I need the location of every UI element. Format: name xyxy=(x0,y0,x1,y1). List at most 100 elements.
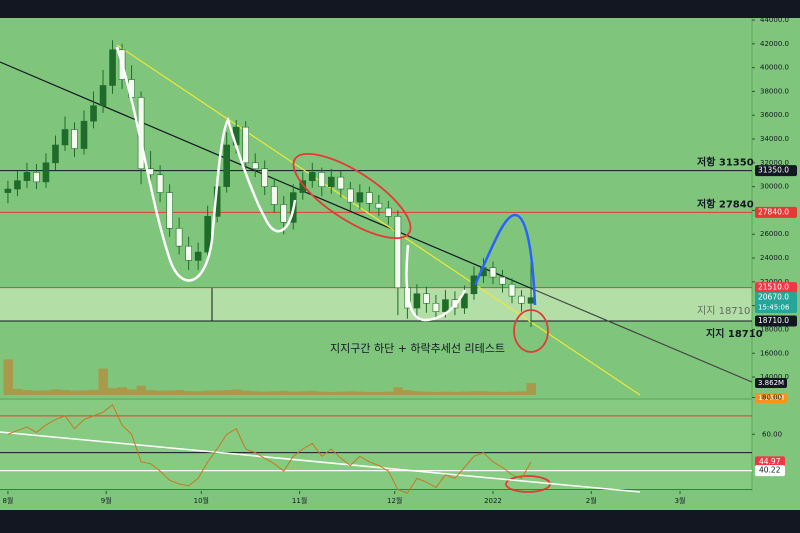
candle-body xyxy=(14,180,21,190)
level-label: 지지 18710 xyxy=(706,327,763,340)
y-tick-label: 38000.0 xyxy=(760,87,789,95)
volume-tag xyxy=(755,393,787,404)
candle-body xyxy=(109,49,116,86)
price-tag-label: 27840.0 xyxy=(758,207,789,216)
y-tick-label: 24000.0 xyxy=(760,254,789,262)
y-tick-label: 16000.0 xyxy=(760,349,789,357)
candle-body xyxy=(527,297,535,304)
volume-bar xyxy=(364,391,375,395)
price-tag xyxy=(755,282,797,294)
highlight xyxy=(513,309,549,353)
candle-body xyxy=(375,202,383,209)
volume-bar xyxy=(355,391,365,395)
volume-bar xyxy=(212,390,223,395)
volume-bar xyxy=(117,387,128,395)
candle-body xyxy=(175,227,183,247)
volume-bar xyxy=(146,390,156,395)
volume-bar xyxy=(517,391,527,395)
price-tag-label: 31350.0 xyxy=(758,166,789,175)
volume-bar xyxy=(469,391,479,395)
rsi-line xyxy=(7,404,532,494)
volume-bar xyxy=(60,390,70,395)
y-tick-label: 40000.0 xyxy=(760,64,789,72)
volume-bar xyxy=(155,390,166,395)
pattern-curve xyxy=(115,46,297,282)
volume-bar xyxy=(326,391,337,395)
volume-bar xyxy=(108,388,118,395)
rsi-tag-label: 40.22 xyxy=(759,466,781,475)
volume-tag-label: 1.262M xyxy=(758,394,784,402)
x-tick-label: 9월 xyxy=(101,496,112,505)
volume-bar xyxy=(288,391,299,395)
countdown: 15:45:06 xyxy=(758,304,790,312)
candle-body xyxy=(308,172,316,181)
volume-bar xyxy=(374,391,384,395)
candle-body xyxy=(80,120,88,149)
volume-bar xyxy=(383,391,394,395)
price-tag-label: 21510.0 xyxy=(758,283,789,292)
candle-body xyxy=(499,276,506,285)
level-label: 저항 31350 xyxy=(697,156,754,169)
x-tick-label: 11월 xyxy=(292,496,307,505)
rsi-tag xyxy=(755,456,785,468)
rsi-pane xyxy=(0,400,752,490)
volume-bar xyxy=(279,390,289,395)
candle-body xyxy=(423,293,430,304)
y-tick-label: 34000.0 xyxy=(760,135,789,143)
y-tick-label: 32000.0 xyxy=(760,159,789,167)
volume-bar xyxy=(250,391,261,395)
volume-bar xyxy=(459,391,470,395)
y-tick-label: 22000.0 xyxy=(760,278,789,286)
level-label: 저항 27840 xyxy=(697,197,754,210)
volume-bar xyxy=(317,391,327,395)
candle-body xyxy=(223,144,230,187)
candle-body xyxy=(366,192,373,204)
candle-body xyxy=(461,293,468,309)
volume-bar xyxy=(3,359,13,395)
candle-body xyxy=(299,180,307,193)
x-tick-label: 12월 xyxy=(387,496,402,505)
volume-bar xyxy=(127,389,137,395)
rsi-trendline xyxy=(0,431,641,493)
candle-body xyxy=(489,267,497,278)
candle-body xyxy=(347,188,354,203)
y-tick-label: 42000.0 xyxy=(760,40,789,48)
volume-bar xyxy=(184,390,194,395)
volume-bar xyxy=(89,389,99,395)
x-tick-label: 2022 xyxy=(484,497,502,505)
volume-bar xyxy=(41,390,51,395)
y-tick-label: 30000.0 xyxy=(760,183,789,191)
candle-body xyxy=(99,85,107,107)
volume-tag xyxy=(755,378,787,389)
candle-body xyxy=(518,295,525,304)
volume-bar xyxy=(203,390,213,395)
candle-body xyxy=(413,293,421,309)
candle-body xyxy=(394,216,402,289)
volume-bar xyxy=(336,391,346,395)
candle-body xyxy=(52,144,59,164)
candle-body xyxy=(270,186,278,205)
last-price-label: 20670.0 xyxy=(758,293,789,302)
candle-body xyxy=(42,162,50,183)
candle-body xyxy=(280,204,288,223)
y-tick-label: 18000.0 xyxy=(760,325,789,333)
candle-body xyxy=(33,172,40,183)
price-pane: 14000.016000.018000.020000.022000.024000… xyxy=(0,16,800,510)
volume-bar xyxy=(79,390,90,395)
candle-body xyxy=(4,188,12,193)
candle-body xyxy=(61,129,69,146)
candle-body xyxy=(23,172,31,181)
volume-bar xyxy=(402,390,413,395)
volume-bar xyxy=(50,389,61,395)
volume-bar xyxy=(269,391,280,395)
candle-body xyxy=(166,192,173,229)
candle-body xyxy=(356,192,364,203)
x-tick-label: 8월 xyxy=(2,496,13,505)
trendline xyxy=(534,289,753,383)
candle-body xyxy=(71,129,78,149)
volume-bar xyxy=(345,391,356,395)
candle-body xyxy=(185,245,192,261)
volume-bar xyxy=(507,391,518,395)
volume-bar xyxy=(450,391,460,395)
volume-bar xyxy=(488,391,498,395)
